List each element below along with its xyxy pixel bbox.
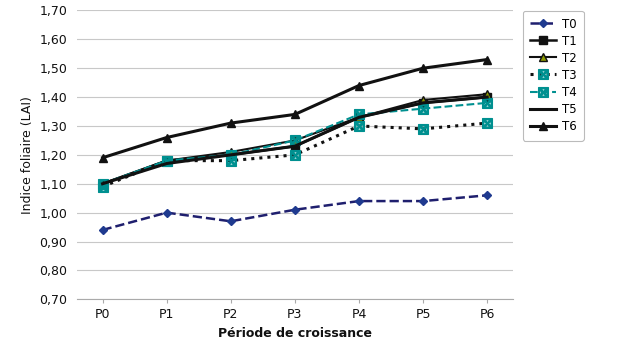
T2	[483, 92, 491, 96]
T3	[483, 121, 491, 125]
T6	[355, 84, 363, 88]
T5	[419, 101, 427, 105]
Legend: T0, T1, T2, T3, T4, T5, T6: T0, T1, T2, T3, T4, T5, T6	[523, 10, 584, 141]
T3	[227, 159, 235, 163]
T5	[355, 115, 363, 119]
T6	[163, 135, 171, 140]
T1	[355, 115, 363, 119]
T3	[163, 159, 171, 163]
T1	[163, 159, 171, 163]
Line: T6: T6	[98, 55, 492, 162]
T3	[99, 184, 106, 189]
T0	[291, 208, 299, 212]
T4	[355, 112, 363, 117]
Line: T5: T5	[103, 97, 487, 184]
T2	[419, 98, 427, 102]
Line: T3: T3	[97, 118, 492, 191]
T4	[483, 101, 491, 105]
T0	[163, 211, 171, 215]
Line: T0: T0	[99, 192, 490, 233]
T3	[419, 127, 427, 131]
T1	[99, 182, 106, 186]
T4	[291, 139, 299, 143]
T5	[291, 144, 299, 148]
Y-axis label: Indice foliaire (LAI): Indice foliaire (LAI)	[21, 96, 33, 214]
Line: T1: T1	[99, 93, 491, 188]
T0	[227, 219, 235, 223]
Line: T2: T2	[99, 90, 491, 188]
T0	[99, 228, 106, 232]
T0	[419, 199, 427, 203]
T2	[291, 139, 299, 143]
T2	[163, 159, 171, 163]
T1	[291, 144, 299, 148]
T4	[99, 182, 106, 186]
T4	[419, 106, 427, 111]
T3	[355, 124, 363, 128]
T5	[163, 161, 171, 166]
T6	[291, 112, 299, 117]
T5	[483, 95, 491, 99]
T2	[99, 182, 106, 186]
T6	[419, 66, 427, 70]
Line: T4: T4	[97, 98, 492, 189]
T6	[99, 156, 106, 160]
X-axis label: Période de croissance: Période de croissance	[218, 327, 372, 340]
T1	[483, 95, 491, 99]
T6	[227, 121, 235, 125]
T0	[355, 199, 363, 203]
T1	[419, 101, 427, 105]
T4	[227, 153, 235, 157]
T2	[355, 115, 363, 119]
T4	[163, 159, 171, 163]
T2	[227, 150, 235, 154]
T1	[227, 153, 235, 157]
T6	[483, 57, 491, 62]
T5	[227, 153, 235, 157]
T3	[291, 153, 299, 157]
T0	[483, 193, 491, 197]
T5	[99, 182, 106, 186]
